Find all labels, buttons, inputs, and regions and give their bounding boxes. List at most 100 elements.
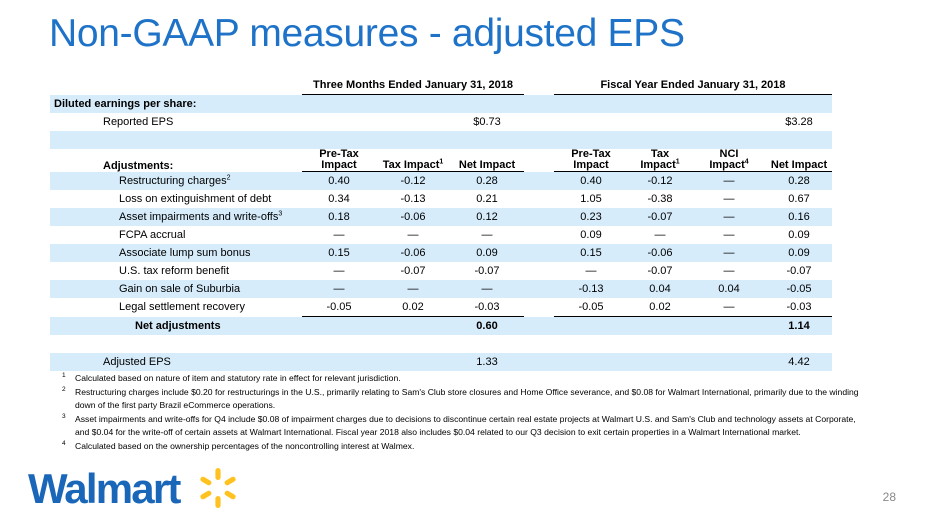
fy-net-cell: -0.03	[786, 301, 812, 313]
footnote: 3 Asset impairments and write-offs for Q4…	[62, 413, 872, 439]
adjusted-eps-table: Three Months Ended January 31, 2018 Fisc…	[50, 76, 832, 371]
q-net-cell: 0.09	[450, 244, 524, 262]
fy-net-cell: 0.16	[766, 208, 832, 226]
q-tax-cell: -0.13	[400, 193, 426, 205]
reported-eps-q: $0.73	[473, 116, 501, 128]
fy-tax-cell: 0.04	[628, 280, 692, 298]
fy-nci-cell: —	[723, 229, 735, 241]
reported-eps-label: Reported EPS	[103, 116, 174, 128]
fy-nci-cell: —	[723, 301, 735, 313]
fy-pretax-cell: 0.40	[554, 171, 628, 190]
fy-net-cell: -0.05	[766, 280, 832, 298]
net-adjustments-fy: 1.14	[766, 316, 832, 335]
fy-net-cell: 0.09	[766, 244, 832, 262]
fy-pretax-cell: —	[585, 265, 597, 277]
q-net-cell: —	[481, 229, 493, 241]
q-net-cell: 0.28	[450, 171, 524, 190]
walmart-spark-icon	[200, 468, 236, 508]
gap-cell	[524, 226, 554, 244]
header-fiscal-year: Fiscal Year Ended January 31, 2018	[554, 76, 832, 95]
row-label-text: Gain on sale of Suburbia	[119, 283, 241, 295]
walmart-wordmark: Walmart	[28, 465, 181, 512]
fy-tax-cell: —	[654, 229, 666, 241]
q-pretax-cell: —	[302, 280, 376, 298]
row-label-text: U.S. tax reform benefit	[119, 265, 230, 277]
q-pretax-cell: -0.05	[326, 301, 352, 313]
fy-tax-cell: -0.07	[647, 265, 673, 277]
row-label: Legal settlement recovery	[50, 298, 302, 317]
q-pretax-cell: 0.15	[302, 244, 376, 262]
fy-net-cell: -0.07	[786, 265, 812, 277]
fy-pretax-cell: -0.13	[554, 280, 628, 298]
fy-pretax-cell: 0.09	[580, 229, 602, 241]
q-tax-cell: -0.12	[376, 171, 450, 190]
adjusted-eps-q: 1.33	[450, 353, 524, 371]
row-label-text: FCPA accrual	[119, 229, 186, 241]
net-adjustments-q: 0.60	[450, 316, 524, 335]
footnote-number: 2	[62, 386, 66, 393]
diluted-eps-label: Diluted earnings per share:	[50, 94, 832, 113]
row-label-text: Associate lump sum bonus	[119, 247, 251, 259]
q-pretax-cell: 0.18	[302, 208, 376, 226]
header-three-months: Three Months Ended January 31, 2018	[302, 76, 524, 95]
col-fy-net: Net Impact	[766, 149, 832, 172]
table-row: Associate lump sum bonus 0.15 -0.06 0.09 0.1…	[50, 244, 832, 262]
q-tax-cell: -0.06	[376, 208, 450, 226]
page-number: 28	[882, 490, 896, 504]
fy-tax-cell: -0.06	[628, 244, 692, 262]
row-label-text: Loss on extinguishment of debt	[119, 193, 272, 205]
row-label-text: Legal settlement recovery	[119, 301, 245, 314]
footnote-number: 1	[62, 372, 66, 379]
fy-net-cell: 0.09	[788, 229, 810, 241]
col-q-tax: Tax Impact1	[376, 149, 450, 172]
fy-tax-cell: -0.12	[628, 171, 692, 190]
fy-tax-cell: -0.07	[628, 208, 692, 226]
q-net-cell: 0.12	[450, 208, 524, 226]
q-tax-cell: —	[407, 229, 419, 241]
gap-cell	[524, 262, 554, 280]
footnote-text: Calculated based on the ownership percen…	[75, 441, 415, 451]
q-tax-cell: -0.07	[400, 265, 426, 277]
page-title: Non-GAAP measures - adjusted EPS	[49, 12, 685, 55]
footnote: 4 Calculated based on the ownership perce…	[62, 440, 872, 453]
gap-cell	[524, 298, 554, 317]
footnote-text: Restructuring charges include $0.20 for …	[75, 387, 859, 410]
fy-nci-cell: —	[723, 265, 735, 277]
footnote: 1 Calculated based on nature of item and …	[62, 372, 872, 385]
walmart-logo: Walmart	[28, 464, 238, 516]
table-row: FCPA accrual — — — 0.09 — — 0.09	[50, 226, 832, 244]
gap-cell	[524, 280, 554, 298]
footnote-ref: 2	[226, 174, 231, 182]
fy-nci-cell: 0.04	[692, 280, 766, 298]
row-label: U.S. tax reform benefit	[50, 262, 302, 280]
row-label: Loss on extinguishment of debt	[50, 190, 302, 208]
fy-tax-cell: -0.38	[647, 193, 673, 205]
col-q-pretax: Pre-Tax Impact	[302, 149, 376, 172]
table-row: Legal settlement recovery -0.05 0.02 -0.03 -…	[50, 298, 832, 317]
q-net-cell: —	[450, 280, 524, 298]
q-pretax-cell: 0.40	[302, 171, 376, 190]
gap-cell	[524, 190, 554, 208]
reported-eps-fy: $3.28	[785, 116, 813, 128]
q-pretax-cell: —	[333, 229, 345, 241]
table-row: Loss on extinguishment of debt 0.34 -0.13 0…	[50, 190, 832, 208]
fy-pretax-cell: 0.15	[554, 244, 628, 262]
net-adjustments-label: Net adjustments	[50, 316, 302, 335]
fy-net-cell: 0.67	[788, 193, 810, 205]
footnote-number: 4	[62, 440, 66, 447]
table-row: Restructuring charges2 0.40 -0.12 0.28 0.40-…	[50, 171, 832, 190]
col-q-net: Net Impact	[450, 149, 524, 172]
table-row: U.S. tax reform benefit — -0.07 -0.07 — -0.07…	[50, 262, 832, 280]
q-tax-cell: 0.02	[402, 301, 424, 313]
footnote: 2 Restructuring charges include $0.20 for…	[62, 386, 872, 412]
adjustments-label: Adjustments:	[103, 159, 174, 172]
col-fy-pretax: Pre-Tax Impact	[554, 149, 628, 172]
row-label: Restructuring charges2	[50, 171, 302, 190]
fy-tax-cell: 0.02	[649, 301, 671, 313]
col-fy-nci: NCI Impact4	[692, 149, 766, 172]
footnotes: 1 Calculated based on nature of item and …	[62, 372, 872, 454]
footnote-text: Calculated based on nature of item and s…	[75, 373, 401, 383]
q-pretax-cell: —	[333, 265, 345, 277]
row-label: Gain on sale of Suburbia	[50, 280, 302, 298]
fy-nci-cell: —	[723, 193, 735, 205]
